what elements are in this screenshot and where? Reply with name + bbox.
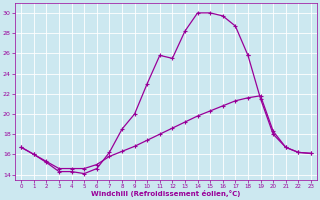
X-axis label: Windchill (Refroidissement éolien,°C): Windchill (Refroidissement éolien,°C) xyxy=(92,190,241,197)
